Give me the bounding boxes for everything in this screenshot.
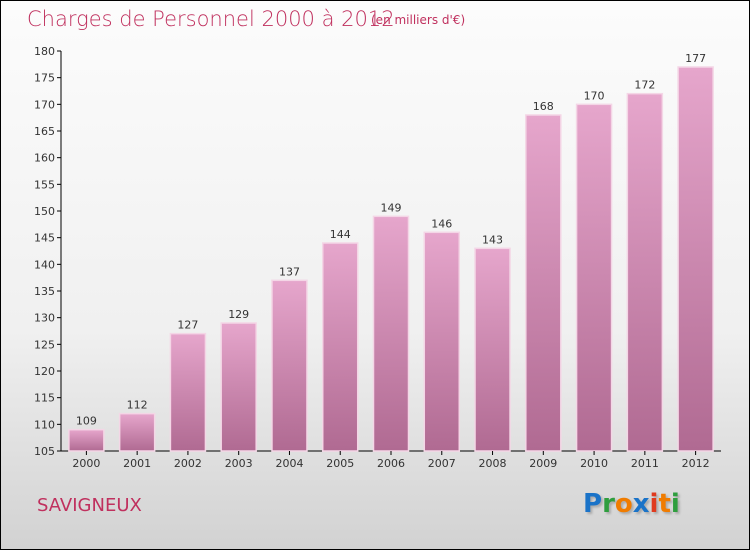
logo-letter: r [602,489,615,519]
bar-2001 [118,412,156,452]
x-tick-label: 2006 [377,457,405,470]
logo-letter: i [670,489,680,519]
y-tick-label: 180 [34,45,55,58]
chart-title: Charges de Personnel 2000 à 2012 [27,7,395,31]
y-tick-label: 175 [34,72,55,85]
data-label-2001: 112 [127,399,148,412]
data-label-2010: 170 [584,89,605,102]
bar-2004 [271,279,308,452]
logo-letter: o [614,489,633,519]
bar-2012 [677,66,714,452]
data-label-2009: 168 [533,100,554,113]
bar-2002 [169,332,207,452]
x-tick-label: 2010 [580,457,608,470]
data-label-2011: 172 [634,79,655,92]
x-tick-label: 2005 [326,457,354,470]
city-name: SAVIGNEUX [37,495,142,516]
data-label-2007: 146 [431,217,452,230]
x-tick-label: 2007 [428,457,456,470]
bar-2005 [321,242,359,452]
proxiti-logo: Proxiti [583,489,680,519]
y-tick-label: 115 [34,392,55,405]
x-tick-label: 2002 [174,457,202,470]
y-tick-label: 155 [34,178,55,191]
x-tick-label: 2008 [479,457,507,470]
y-tick-label: 105 [34,445,55,458]
data-label-2000: 109 [76,415,97,428]
x-tick-label: 2009 [529,457,557,470]
y-tick-label: 120 [34,365,55,378]
y-tick-label: 130 [34,312,55,325]
x-tick-label: 2012 [682,457,710,470]
data-label-2003: 129 [228,308,249,321]
y-tick-label: 145 [34,232,55,245]
data-label-2005: 144 [330,228,351,241]
y-tick-label: 135 [34,285,55,298]
bar-2011 [626,92,664,452]
x-tick-label: 2001 [123,457,151,470]
bar-2000 [68,428,105,452]
bar-2003 [220,322,257,452]
y-tick-label: 165 [34,125,55,138]
y-tick-label: 110 [34,418,55,431]
data-label-2006: 149 [381,201,402,214]
logo-letter: P [583,489,603,519]
bar-2008 [474,247,511,452]
logo-letter: t [658,489,671,519]
y-tick-label: 160 [34,152,55,165]
data-label-2002: 127 [177,319,198,332]
y-tick-label: 150 [34,205,55,218]
logo-letter: x [632,489,650,519]
bar-2006 [372,215,410,452]
bar-2010 [575,103,613,452]
x-tick-label: 2004 [275,457,303,470]
x-tick-label: 2003 [225,457,253,470]
data-label-2004: 137 [279,265,300,278]
y-tick-label: 140 [34,258,55,271]
y-tick-label: 170 [34,98,55,111]
bar-2007 [423,231,461,452]
chart-subtitle: (en milliers d'€) [371,13,466,27]
bar-2009 [525,114,562,452]
data-label-2012: 177 [685,52,706,65]
x-tick-label: 2000 [72,457,100,470]
data-label-2008: 143 [482,233,503,246]
x-tick-label: 2011 [631,457,659,470]
y-tick-label: 125 [34,338,55,351]
logo-letter: i [649,489,659,519]
